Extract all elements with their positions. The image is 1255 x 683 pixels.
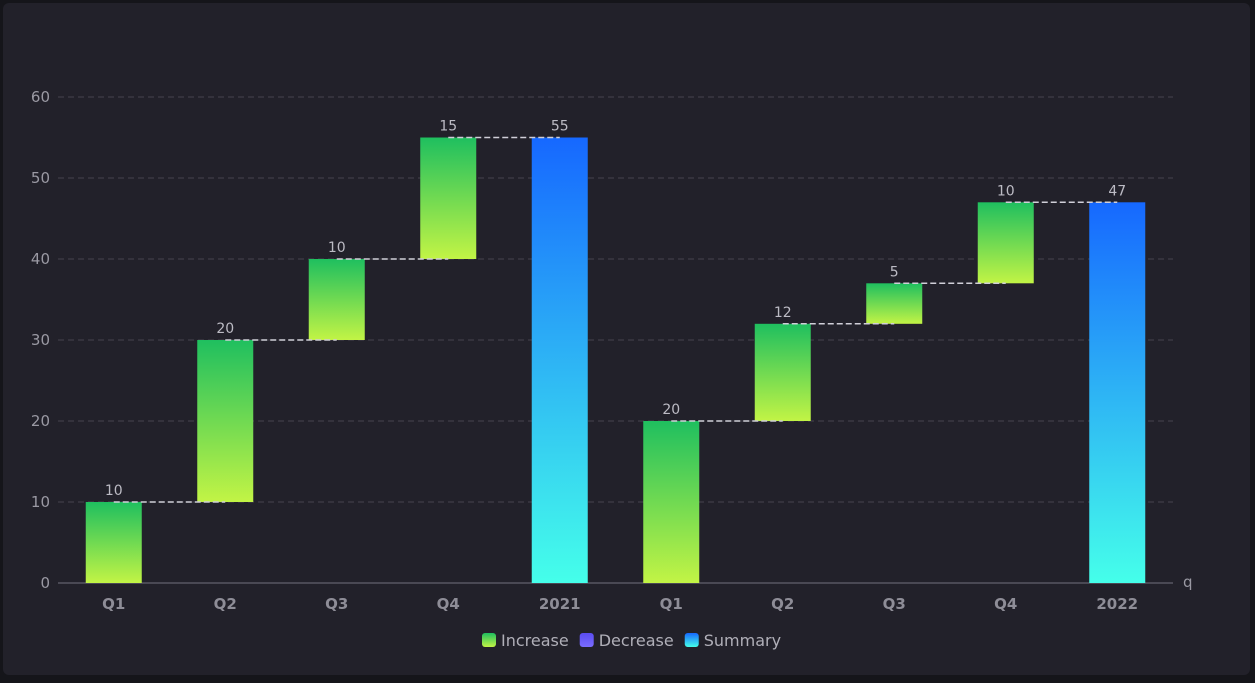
y-tick-label: 30 [31,331,50,349]
data-label: 12 [774,305,792,321]
bar-increase [197,340,254,502]
x-tick-label: Q4 [994,595,1017,613]
bar-increase [643,421,700,583]
legend-item-summary[interactable]: Summary [704,631,781,650]
x-tick-label: Q2 [214,595,237,613]
data-label: 10 [328,240,346,256]
x-tick-label: 2022 [1096,595,1138,613]
x-tick-label: 2021 [539,595,581,613]
legend-item-increase[interactable]: Increase [501,631,569,650]
legend-swatch-decrease [579,633,594,647]
y-tick-label: 20 [31,412,50,430]
y-tick-label: 10 [31,493,50,511]
legend: Increase Decrease Summary [482,631,781,650]
y-tick-label: 40 [31,250,50,268]
bar-summary [531,137,588,583]
legend-item-decrease[interactable]: Decrease [599,631,674,650]
y-tick-label: 60 [31,88,50,106]
x-tick-label: Q2 [771,595,794,613]
bar-summary [1089,202,1146,584]
x-tick-label: Q3 [883,595,906,613]
data-label: 15 [439,119,457,135]
data-label: 47 [1108,183,1126,199]
data-label: 20 [662,402,680,418]
x-tick-label: Q1 [660,595,683,613]
y-tick-label: 0 [40,574,50,592]
legend-swatch-increase [482,633,496,647]
waterfall-chart: 0 10 20 30 40 50 60 10 Q1 20 Q2 10 Q3 15 Q4 55 2021 20 Q1 1… [31,88,1193,650]
x-axis-title: q [1183,573,1193,591]
bar-increase [308,259,365,340]
x-tick-label: Q4 [437,595,460,613]
y-tick-label: 50 [31,169,50,187]
legend-swatch-summary [684,633,699,647]
data-label: 20 [216,321,234,337]
bar-increase [85,502,142,583]
data-label: 55 [551,119,569,135]
bar-increase [754,323,811,421]
data-label: 5 [890,264,899,280]
x-tick-label: Q1 [102,595,125,613]
data-label: 10 [105,483,123,499]
bar-increase [866,283,923,324]
bar-increase [977,202,1034,284]
chart-card: 0 10 20 30 40 50 60 10 Q1 20 Q2 10 Q3 15 Q4 55 2021 20 Q1 1… [3,3,1250,675]
bar-increase [420,137,477,259]
x-tick-label: Q3 [325,595,348,613]
data-label: 10 [997,183,1015,199]
